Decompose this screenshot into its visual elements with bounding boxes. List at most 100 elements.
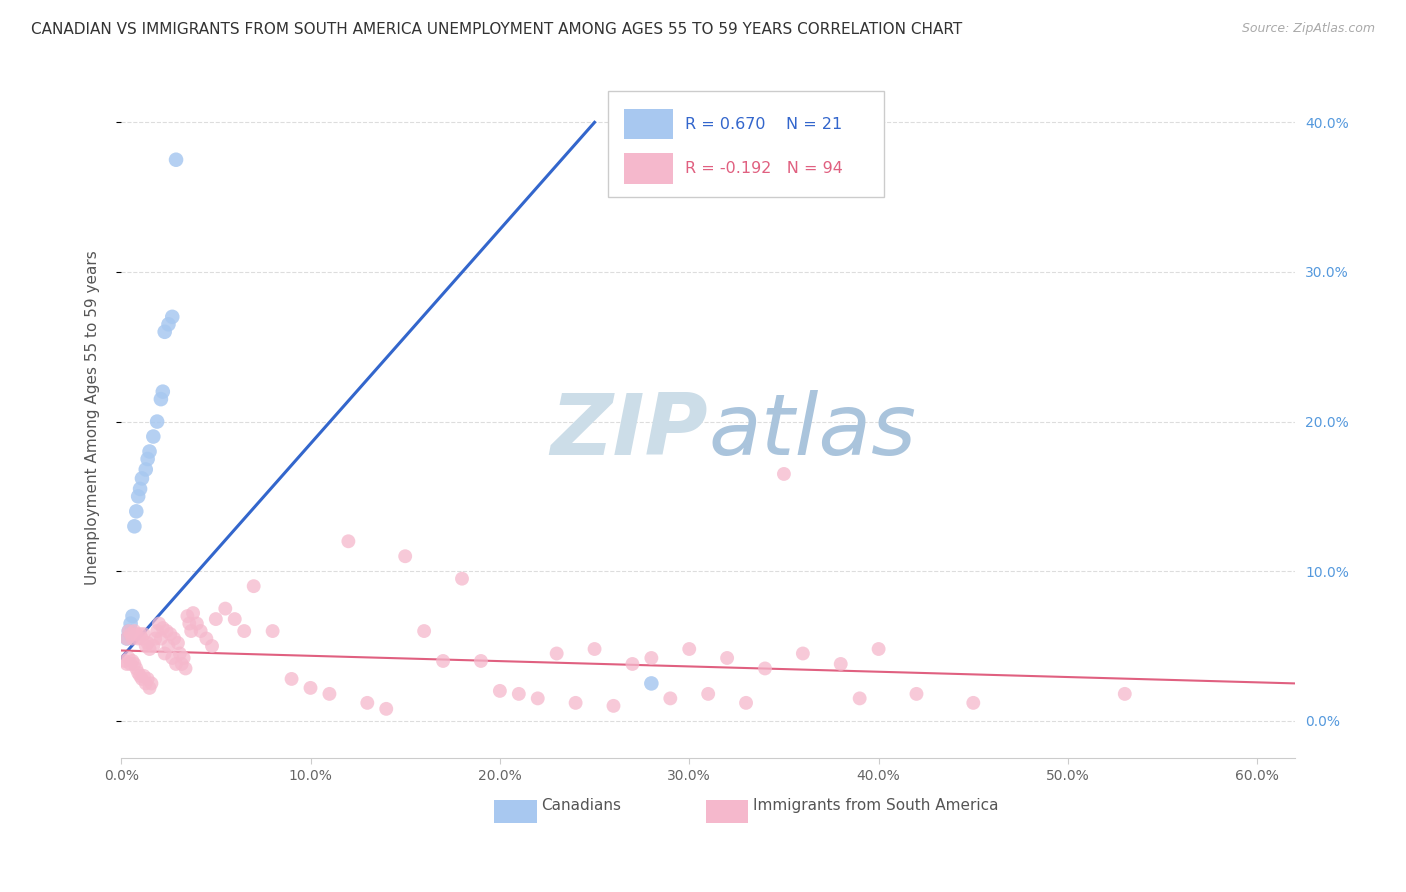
Point — [337, 534, 360, 549]
Point — [153, 325, 176, 339]
Point — [138, 444, 160, 458]
Point — [120, 616, 142, 631]
Point — [162, 651, 184, 665]
Point — [120, 627, 142, 641]
Y-axis label: Unemployment Among Ages 55 to 59 years: Unemployment Among Ages 55 to 59 years — [86, 251, 100, 585]
Point — [118, 651, 141, 665]
Point — [299, 681, 322, 695]
Point — [135, 676, 157, 690]
Point — [131, 632, 153, 646]
Point — [640, 676, 662, 690]
Point — [735, 696, 758, 710]
Point — [165, 153, 187, 167]
Point — [176, 609, 198, 624]
Text: ZIP: ZIP — [551, 390, 709, 473]
Point — [1114, 687, 1136, 701]
Text: Source: ZipAtlas.com: Source: ZipAtlas.com — [1241, 22, 1375, 36]
Point — [135, 462, 157, 476]
Point — [157, 639, 180, 653]
Point — [157, 318, 180, 332]
Point — [132, 669, 155, 683]
Text: CANADIAN VS IMMIGRANTS FROM SOUTH AMERICA UNEMPLOYMENT AMONG AGES 55 TO 59 YEARS: CANADIAN VS IMMIGRANTS FROM SOUTH AMERIC… — [31, 22, 962, 37]
Point — [136, 452, 159, 467]
Point — [165, 657, 187, 671]
Point — [129, 627, 152, 641]
Point — [180, 624, 202, 638]
Point — [394, 549, 416, 564]
Point — [136, 636, 159, 650]
Point — [173, 651, 195, 665]
Text: atlas: atlas — [709, 390, 917, 473]
Point — [115, 632, 138, 646]
Point — [214, 601, 236, 615]
Point — [152, 621, 174, 635]
Point — [121, 609, 143, 624]
Point — [159, 627, 181, 641]
Point — [716, 651, 738, 665]
Point — [149, 632, 172, 646]
Point — [233, 624, 256, 638]
Point — [848, 691, 870, 706]
Point — [135, 639, 157, 653]
Point — [114, 654, 136, 668]
Point — [125, 627, 148, 641]
FancyBboxPatch shape — [624, 153, 673, 184]
Point — [773, 467, 796, 481]
Text: R = -0.192   N = 94: R = -0.192 N = 94 — [685, 161, 842, 176]
Point — [179, 616, 201, 631]
Point — [659, 691, 682, 706]
Point — [146, 415, 169, 429]
Point — [356, 696, 378, 710]
Point — [868, 642, 890, 657]
Point — [127, 665, 149, 680]
Point — [124, 519, 146, 533]
Point — [640, 651, 662, 665]
FancyBboxPatch shape — [609, 91, 884, 196]
Point — [470, 654, 492, 668]
Point — [432, 654, 454, 668]
Point — [262, 624, 284, 638]
Point — [962, 696, 984, 710]
Point — [136, 672, 159, 686]
Point — [190, 624, 212, 638]
Point — [115, 632, 138, 646]
Point — [131, 672, 153, 686]
Point — [163, 632, 186, 646]
Point — [153, 647, 176, 661]
Point — [621, 657, 644, 671]
Point — [905, 687, 928, 701]
Point — [146, 624, 169, 638]
Point — [120, 657, 142, 671]
Point — [118, 624, 141, 638]
FancyBboxPatch shape — [624, 109, 673, 139]
Point — [121, 632, 143, 646]
Point — [155, 624, 177, 638]
Point — [127, 632, 149, 646]
Point — [508, 687, 530, 701]
Point — [131, 471, 153, 485]
Point — [125, 504, 148, 518]
Point — [413, 624, 436, 638]
Point — [204, 612, 226, 626]
Point — [375, 702, 398, 716]
Point — [754, 661, 776, 675]
FancyBboxPatch shape — [706, 800, 748, 823]
Point — [792, 647, 814, 661]
Point — [546, 647, 568, 661]
Point — [143, 632, 166, 646]
Point — [186, 616, 208, 631]
Point — [195, 632, 218, 646]
Text: R = 0.670    N = 21: R = 0.670 N = 21 — [685, 117, 842, 132]
Point — [169, 647, 191, 661]
Point — [280, 672, 302, 686]
Point — [125, 661, 148, 675]
Point — [678, 642, 700, 657]
Point — [132, 627, 155, 641]
Point — [170, 657, 193, 671]
Point — [149, 392, 172, 406]
Point — [121, 654, 143, 668]
Point — [201, 639, 224, 653]
Point — [152, 384, 174, 399]
Point — [830, 657, 852, 671]
Point — [129, 482, 152, 496]
